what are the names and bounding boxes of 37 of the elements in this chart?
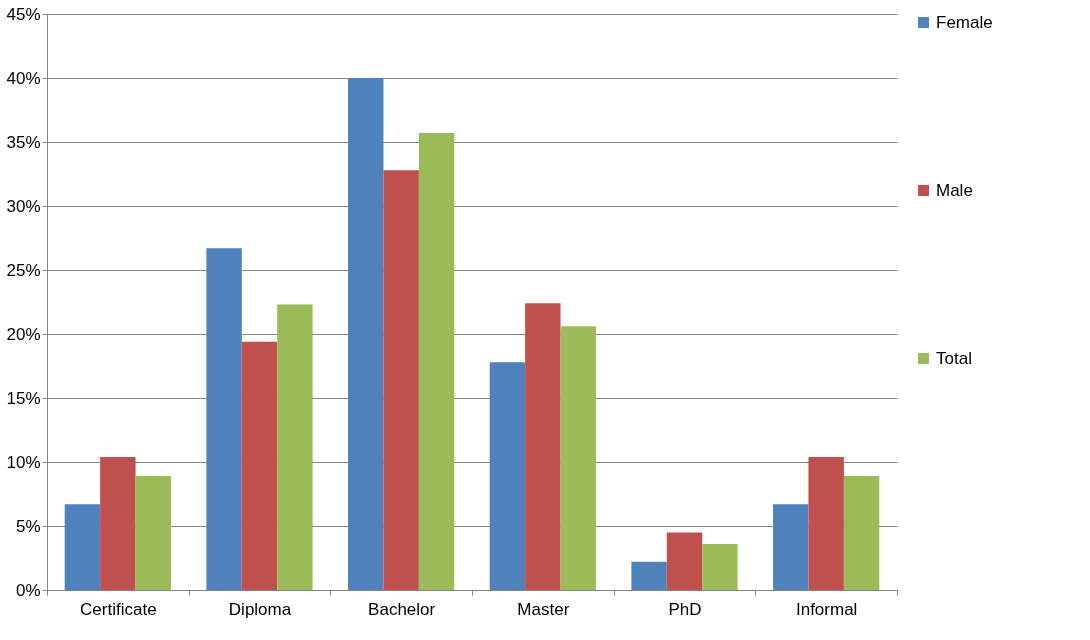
bar [489,362,526,590]
y-tick-label: 25% [6,260,41,280]
legend-label: Total [936,348,972,368]
x-tick-label: Master [517,599,570,619]
legend-label: Female [936,12,993,32]
bar [383,170,419,590]
y-tick-label: 35% [6,132,41,152]
x-tick-label: PhD [668,599,702,619]
bar [773,504,809,590]
bar [348,78,384,590]
bar [843,476,880,590]
bar [241,341,278,590]
bar [206,248,242,590]
bar [525,303,561,590]
y-tick-label: 15% [6,388,41,408]
y-tick-label: 30% [6,196,41,216]
bar [135,476,171,590]
bar [808,456,844,590]
y-tick-label: 5% [15,516,41,536]
x-tick-label: Certificate [80,599,157,619]
bar [560,326,596,590]
x-tick-label: Diploma [228,599,292,619]
y-tick-label: 45% [6,4,41,24]
bar [277,304,313,590]
x-tick-label: Informal [795,599,858,619]
bar [64,504,101,590]
bar [631,561,667,590]
bar [666,532,703,590]
bar [100,456,136,590]
y-tick-label: 0% [15,580,41,600]
y-tick-label: 40% [6,68,41,88]
y-tick-label: 10% [6,452,41,472]
x-tick-label: Bachelor [368,599,436,619]
bar [418,133,455,590]
bar [702,543,738,590]
legend-label: Male [936,180,973,200]
y-tick-label: 20% [6,324,41,344]
